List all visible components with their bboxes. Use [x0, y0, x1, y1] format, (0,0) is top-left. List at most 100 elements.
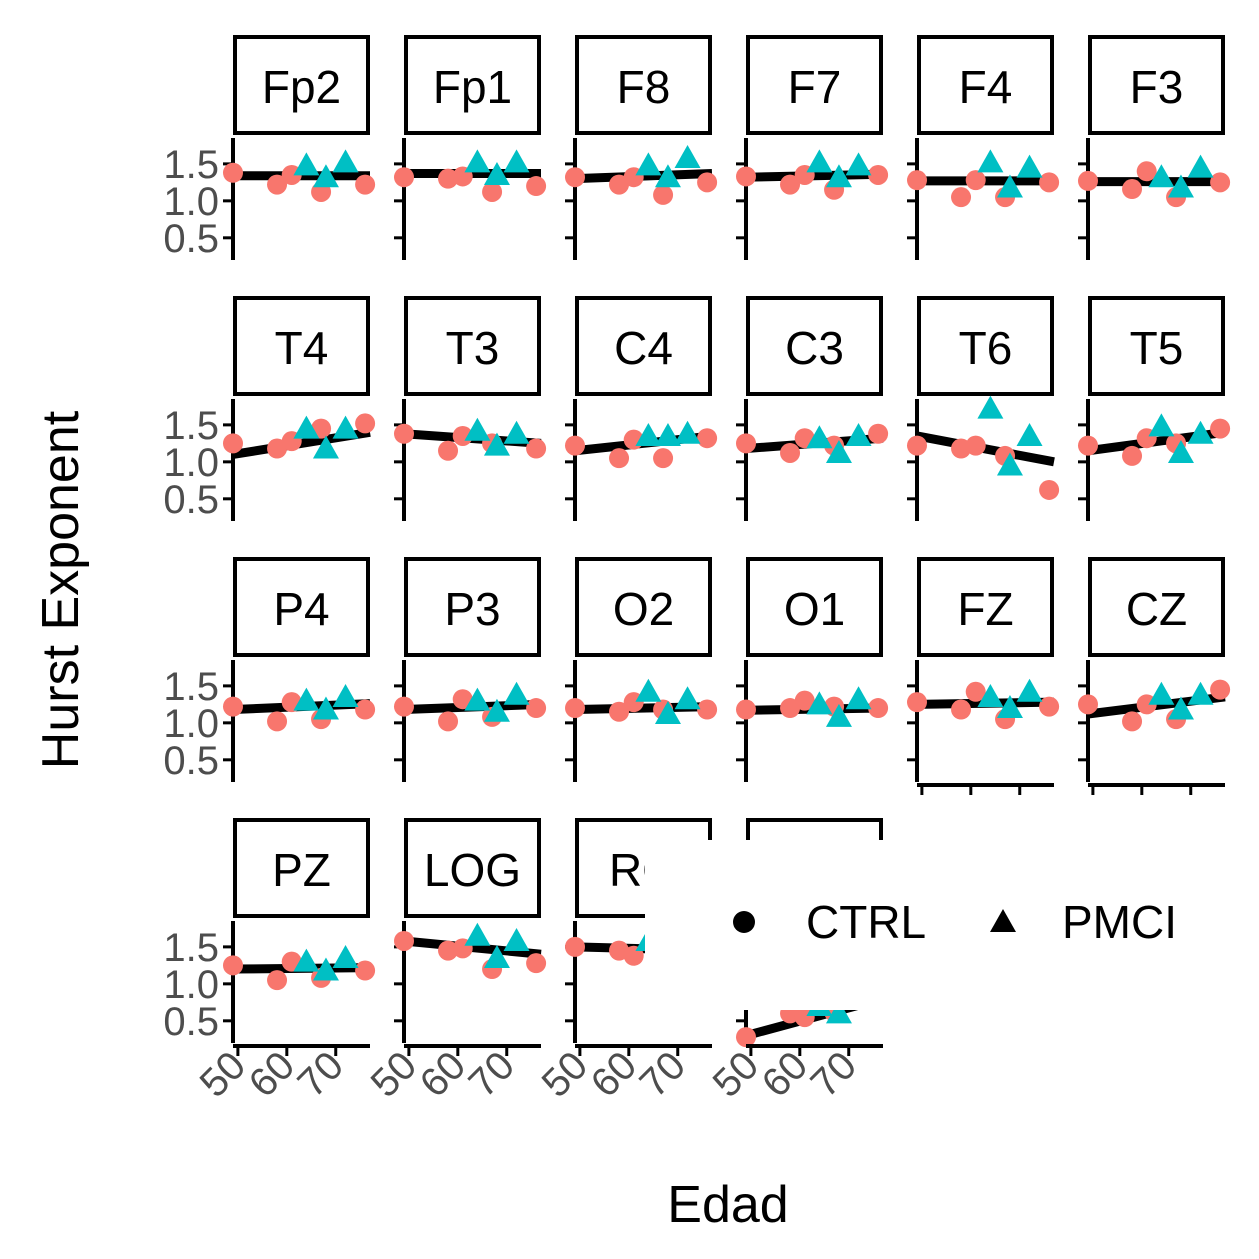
- facet-strip-label: F3: [1130, 61, 1184, 113]
- ctrl-point-19-0: [394, 930, 414, 951]
- pmci-point-13-1: [483, 698, 510, 722]
- y-axis-title: Hurst Exponent: [32, 410, 90, 769]
- pmci-point-5-0: [1148, 164, 1175, 188]
- pmci-point-10-0: [977, 395, 1004, 419]
- facet-strip-4: [917, 35, 1054, 135]
- x-axis-title: Edad: [667, 1176, 788, 1234]
- ctrl-point-8-1: [609, 448, 630, 469]
- legend-key-ctrl-icon: [733, 911, 755, 933]
- ctrl-point-16-2: [965, 681, 986, 702]
- ctrl-point-19-4: [526, 953, 547, 974]
- pmci-point-4-0: [977, 149, 1004, 173]
- ctrl-point-14-4: [697, 699, 718, 720]
- ctrl-point-12-4: [355, 699, 376, 720]
- pmci-point-10-1: [996, 452, 1023, 476]
- ctrl-point-7-4: [526, 438, 547, 459]
- ctrl-point-16-1: [951, 699, 972, 720]
- pmci-point-14-0: [635, 678, 662, 702]
- y-tick-label: 0.5: [163, 1000, 219, 1044]
- facet-strip-3: [746, 35, 883, 135]
- facet-strip-label: Fp1: [433, 61, 512, 113]
- pmci-point-15-2: [845, 686, 872, 710]
- ctrl-point-5-0: [1078, 170, 1098, 191]
- ctrl-point-4-1: [951, 187, 972, 208]
- pmci-point-4-1: [996, 174, 1023, 198]
- facet-strip-6: [233, 296, 370, 396]
- facet-strip-10: [917, 296, 1054, 396]
- pmci-point-14-2: [674, 686, 701, 710]
- pmci-point-15-0: [806, 691, 833, 715]
- pmci-point-1-1: [483, 161, 510, 185]
- x-tick-label: 70: [803, 1043, 866, 1106]
- ctrl-point-1-0: [394, 167, 414, 188]
- pmci-point-19-0: [464, 922, 491, 946]
- pmci-point-1-0: [464, 149, 491, 173]
- ctrl-point-15-4: [868, 698, 889, 719]
- ctrl-point-10-2: [965, 435, 986, 456]
- ctrl-point-10-0: [907, 435, 927, 456]
- facet-strip-label: P4: [273, 583, 329, 635]
- facet-strip-label: PZ: [272, 844, 331, 896]
- pmci-point-17-0: [1148, 681, 1175, 705]
- legend-key-pmci-icon: [990, 909, 1016, 932]
- pmci-point-12-0: [293, 687, 320, 711]
- x-tick-label: 70: [290, 1043, 353, 1106]
- pmci-point-13-2: [503, 681, 530, 705]
- ctrl-point-16-4: [1039, 696, 1060, 717]
- legend-label-ctrl: CTRL: [806, 896, 926, 948]
- ctrl-point-3-1: [780, 174, 801, 195]
- ctrl-point-16-0: [907, 692, 927, 713]
- pmci-point-14-1: [654, 700, 681, 724]
- pmci-point-7-1: [483, 432, 510, 456]
- facet-strip-label: Fp2: [262, 61, 341, 113]
- pmci-point-6-2: [332, 415, 359, 439]
- x-tick-label: 70: [461, 1043, 524, 1106]
- y-tick-label: 1.5: [163, 926, 219, 970]
- pmci-point-2-2: [674, 144, 701, 168]
- ctrl-point-12-0: [223, 696, 243, 717]
- pmci-point-10-2: [1016, 422, 1043, 446]
- ctrl-point-7-2: [452, 425, 473, 446]
- pmci-point-0-1: [312, 164, 339, 188]
- ctrl-point-18-0: [223, 955, 243, 976]
- facet-strip-7: [404, 296, 541, 396]
- pmci-point-13-0: [464, 687, 491, 711]
- legend-label-pmci: PMCI: [1062, 896, 1177, 948]
- pmci-point-2-1: [654, 164, 681, 188]
- pmci-point-21-1: [825, 1000, 852, 1024]
- facet-strip-label: T3: [446, 322, 500, 374]
- ctrl-point-1-1: [438, 168, 459, 189]
- facet-strip-label: T6: [959, 322, 1013, 374]
- pmci-point-18-2: [332, 944, 359, 968]
- trend-line-10: [916, 431, 1055, 467]
- pmci-point-3-0: [806, 149, 833, 173]
- pmci-point-17-1: [1167, 696, 1194, 720]
- ctrl-point-1-4: [526, 176, 547, 197]
- pmci-point-11-0: [1148, 413, 1175, 437]
- ctrl-point-13-4: [526, 698, 547, 719]
- ctrl-point-7-0: [394, 423, 414, 444]
- facet-strip-19: [404, 818, 541, 918]
- pmci-point-7-2: [503, 420, 530, 444]
- ctrl-point-14-0: [565, 698, 585, 719]
- facet-strip-label: FZ: [957, 583, 1013, 635]
- ctrl-point-6-0: [223, 433, 243, 454]
- pmci-point-16-0: [977, 683, 1004, 707]
- ctrl-point-20-0: [565, 936, 585, 957]
- pmci-point-19-1: [483, 944, 510, 968]
- ctrl-point-5-4: [1210, 172, 1231, 193]
- pmci-point-4-2: [1016, 154, 1043, 178]
- ctrl-point-9-0: [736, 433, 756, 454]
- facet-strip-0: [233, 35, 370, 135]
- ctrl-point-1-3: [482, 181, 503, 202]
- pmci-point-9-0: [806, 425, 833, 449]
- ctrl-point-17-1: [1122, 711, 1143, 732]
- ctrl-point-15-2: [794, 690, 815, 711]
- facet-strip-14: [575, 557, 712, 657]
- facet-strip-label: C4: [614, 322, 673, 374]
- pmci-point-19-2: [503, 927, 530, 951]
- facet-strip-5: [1088, 35, 1225, 135]
- ctrl-point-13-2: [452, 689, 473, 710]
